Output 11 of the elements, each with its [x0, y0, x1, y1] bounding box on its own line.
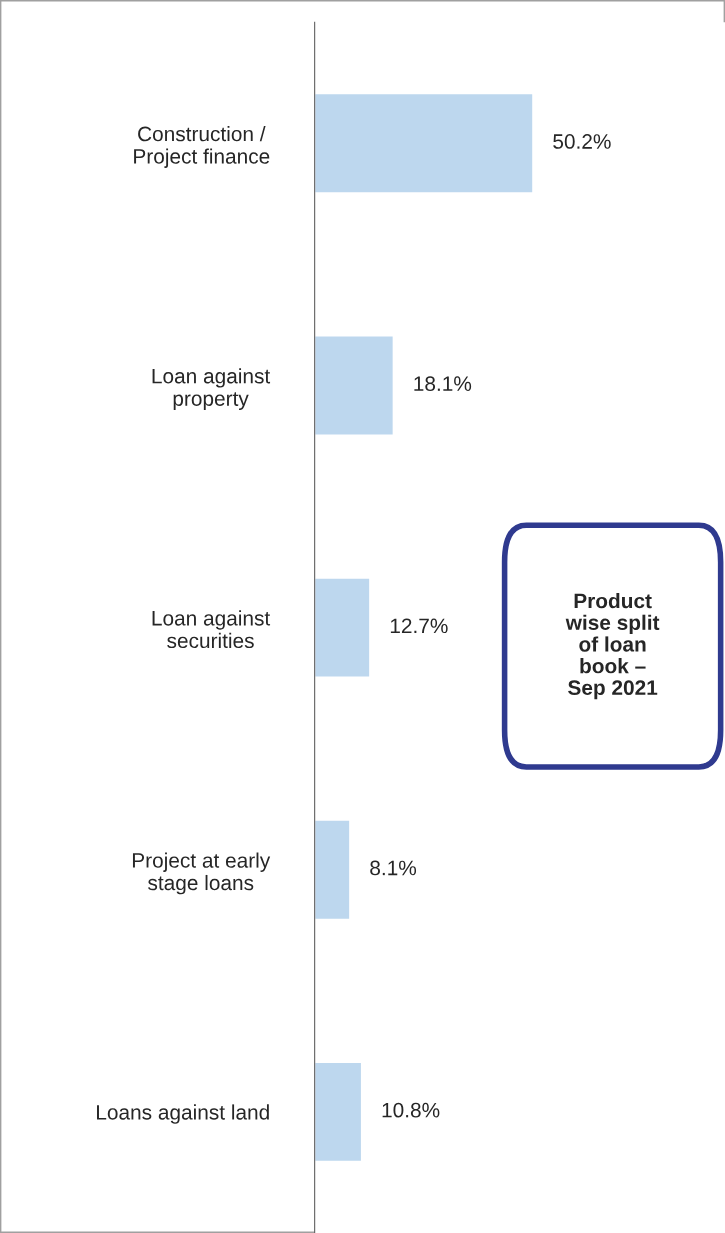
data-label: 18.1% [414, 376, 472, 392]
y-tick-label: Loans against land [97, 1104, 269, 1124]
y-tick-label: Loan against securities [152, 610, 271, 649]
data-label: 50.2% [553, 134, 611, 149]
y-tick-label: Project at early stage loans [132, 852, 271, 895]
data-label: 8.1% [370, 860, 417, 876]
data-label: 12.7% [390, 618, 448, 634]
data-label: 10.8% [382, 1102, 440, 1118]
y-tick-label: Loan against property [152, 368, 271, 411]
text: Product wise split of loan book – Sep 2021 [565, 593, 660, 700]
y-tick-label: Construction / Project finance [134, 126, 270, 168]
